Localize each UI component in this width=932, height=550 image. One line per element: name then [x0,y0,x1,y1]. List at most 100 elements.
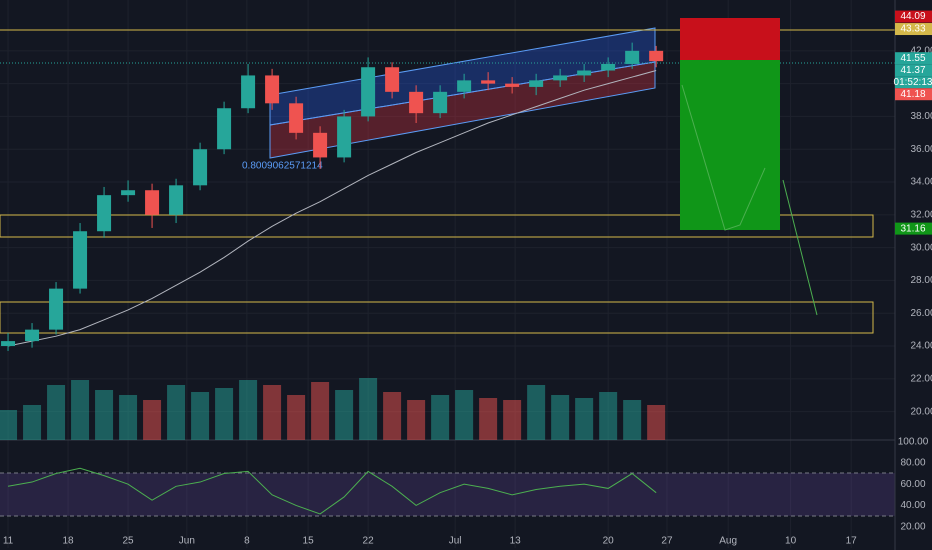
candle-body [577,70,592,76]
target-zone [680,60,780,230]
candle-body [49,288,64,330]
y-tick-label: 34.00 [910,177,932,188]
y-tick-label: 20.00 [910,406,932,417]
rsi-tick-label: 100.00 [898,436,929,447]
rsi-tick-label: 20.00 [900,521,925,532]
stop-zone [680,18,780,60]
candle-body [385,67,400,92]
support-zone [0,301,874,334]
fib-annotation: 0.8009062571214 [242,161,323,172]
candle-body [121,190,136,196]
y-tick-label: 42.00 [910,45,932,56]
price-tag: 41.37 [900,65,925,76]
x-tick-label: 8 [244,536,250,547]
y-tick-label: 36.00 [910,144,932,155]
x-tick-label: 25 [123,536,135,547]
candle-body [241,75,256,109]
price-tag: 31.16 [900,223,925,234]
volume-bar [527,385,546,440]
x-tick-label: Aug [719,536,737,547]
y-tick-label: 24.00 [910,341,932,352]
support-zone [0,214,874,238]
volume-bar [0,410,18,440]
x-tick-label: Jul [449,536,462,547]
volume-bar [167,385,186,440]
y-tick-label: 28.00 [910,275,932,286]
x-tick-label: 27 [661,536,673,547]
rsi-line [7,467,657,515]
candle-body [601,63,616,71]
candle-body [97,195,112,232]
volume-bar [71,380,90,440]
rsi-tick-label: 60.00 [900,479,925,490]
price-tag-bg [895,64,932,77]
volume-bar [239,380,258,440]
x-tick-label: 17 [846,536,858,547]
candle-body [265,75,280,104]
volume-bar [431,395,450,440]
candle-body [553,75,568,81]
rsi-tick-label: 40.00 [900,500,925,511]
candle-body [361,67,376,117]
volume-bar [599,392,618,440]
projection-arrow [681,84,766,231]
price-tag-bg [895,10,932,23]
channel-lower [269,61,656,159]
countdown-bg [895,76,932,89]
countdown: 01:52:13 [894,77,932,88]
price-tag: 43.33 [900,24,925,35]
candle-body [649,50,664,62]
volume-bar [575,398,594,440]
volume-bar [335,390,354,440]
candle-body [457,80,472,92]
volume-bar [23,405,42,440]
candle-body [337,116,352,158]
volume-bar [95,390,114,440]
volume-bar [551,395,570,440]
x-tick-label: 18 [62,536,74,547]
price-tag-bg [895,222,932,235]
candle-body [529,80,544,87]
volume-bar [647,405,666,440]
y-tick-label: 38.00 [910,111,932,122]
x-tick-label: 22 [363,536,375,547]
price-tag-bg [895,23,932,36]
rsi-tick-label: 80.00 [900,458,925,469]
moving-average [7,70,657,347]
volume-bar [623,400,642,440]
candle-body [73,231,88,289]
volume-bar [479,398,498,440]
candle-body [289,103,304,133]
candle-body [481,80,496,84]
candle-body [169,185,184,215]
x-tick-label: 13 [510,536,522,547]
volume-bar [215,388,234,440]
y-tick-label: 30.00 [910,242,932,253]
candle-body [409,91,424,114]
candle-body [25,329,40,342]
candle-body [433,91,448,114]
price-tag: 41.55 [900,53,925,64]
candle-body [625,50,640,64]
candle-body [145,190,160,215]
x-tick-label: 10 [785,536,797,547]
candle-body [313,132,328,158]
y-tick-label: 26.00 [910,308,932,319]
candle-body [193,149,208,186]
price-tag: 41.18 [900,89,925,100]
projection-arrow [782,179,818,316]
candle-body [217,108,232,150]
volume-bar [383,392,402,440]
price-tag: 44.09 [900,11,925,22]
volume-bar [407,400,426,440]
volume-bar [359,378,378,440]
volume-bar [263,385,282,440]
price-tag-bg [895,88,932,101]
volume-bar [455,390,474,440]
volume-bar [191,392,210,440]
x-tick-label: 11 [3,536,14,547]
price-tag-bg [895,52,932,65]
y-tick-label: 32.00 [910,209,932,220]
x-tick-label: 20 [603,536,615,547]
volume-bar [287,395,306,440]
